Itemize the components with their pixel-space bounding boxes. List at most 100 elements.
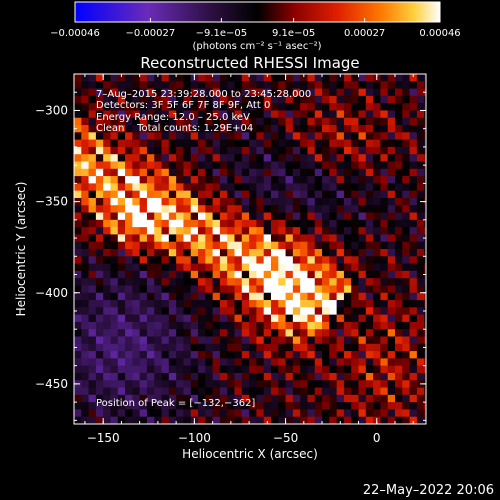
heatmap-cell (270, 285, 279, 294)
heatmap-cell (351, 241, 360, 250)
heatmap-cell (205, 81, 214, 90)
heatmap-cell (161, 139, 170, 148)
heatmap-cell (256, 300, 265, 308)
heatmap-cell (74, 394, 82, 403)
heatmap-cell (358, 212, 367, 221)
heatmap-cell (241, 285, 250, 294)
heatmap-cell (424, 256, 426, 265)
heatmap-cell (205, 190, 214, 199)
heatmap-cell (81, 168, 90, 177)
heatmap-cell (154, 365, 163, 374)
heatmap-cell (300, 146, 309, 155)
heatmap-cell (146, 117, 155, 126)
heatmap-cell (263, 125, 272, 133)
heatmap-cell (409, 285, 418, 294)
heatmap-cell (263, 110, 272, 119)
heatmap-cell (358, 351, 367, 359)
heatmap-cell (81, 139, 90, 148)
heatmap-cell (285, 263, 294, 272)
heatmap-cell (380, 146, 389, 155)
heatmap-cell (241, 409, 250, 418)
heatmap-cell (81, 234, 90, 243)
heatmap-cell (241, 321, 250, 330)
heatmap-cell (241, 314, 250, 323)
heatmap-cell (416, 263, 425, 272)
heatmap-cell (336, 81, 345, 90)
heatmap-cell (409, 146, 418, 155)
heatmap-cell (190, 249, 199, 257)
heatmap-cell (227, 372, 236, 381)
heatmap-cell (329, 394, 338, 403)
heatmap-cell (95, 307, 104, 316)
heatmap-cell (336, 212, 345, 221)
heatmap-cell (387, 278, 396, 287)
heatmap-cell (256, 387, 265, 396)
heatmap-cell (212, 358, 221, 367)
heatmap-cell (125, 321, 133, 330)
heatmap-cell (365, 110, 374, 119)
heatmap-cell (409, 161, 418, 170)
heatmap-cell (74, 146, 82, 155)
heatmap-cell (205, 329, 214, 338)
heatmap-cell (103, 402, 112, 411)
heatmap-cell (300, 74, 309, 82)
heatmap-cell (132, 336, 141, 345)
heatmap-cell (263, 103, 272, 112)
heatmap-cell (270, 372, 279, 381)
heatmap-cell (329, 249, 338, 257)
heatmap-cell (219, 256, 228, 265)
heatmap-cell (292, 372, 301, 381)
heatmap-cell (416, 81, 425, 90)
heatmap-cell (132, 285, 141, 294)
heatmap-cell (110, 176, 119, 184)
heatmap-cell (380, 270, 389, 279)
heatmap-cell (117, 139, 126, 148)
heatmap-cell (292, 336, 301, 345)
heatmap-cell (380, 241, 389, 250)
heatmap-cell (74, 125, 82, 133)
heatmap-cell (212, 387, 221, 396)
heatmap-cell (373, 394, 382, 403)
heatmap-cell (219, 190, 228, 199)
heatmap-cell (95, 190, 104, 199)
heatmap-cell (161, 205, 170, 214)
heatmap-cell (307, 329, 316, 338)
heatmap-cell (205, 183, 214, 192)
heatmap-cell (285, 176, 294, 184)
heatmap-cell (278, 81, 287, 90)
heatmap-cell (402, 387, 411, 396)
heatmap-cell (103, 234, 112, 243)
heatmap-cell (198, 263, 206, 272)
heatmap-cell (424, 74, 426, 82)
heatmap-cell (394, 263, 403, 272)
heatmap-cell (278, 227, 287, 236)
heatmap-cell (212, 110, 221, 119)
heatmap-cell (234, 351, 243, 359)
heatmap-cell (278, 168, 287, 177)
heatmap-cell (394, 81, 403, 90)
heatmap-cell (365, 263, 374, 272)
heatmap-cell (219, 132, 228, 141)
heatmap-cell (154, 168, 163, 177)
heatmap-cell (154, 394, 163, 403)
heatmap-cell (241, 176, 250, 184)
heatmap-cell (380, 249, 389, 257)
heatmap-cell (351, 300, 360, 308)
heatmap-cell (292, 351, 301, 359)
heatmap-cell (402, 146, 411, 155)
heatmap-cell (256, 168, 265, 177)
heatmap-cell (88, 270, 97, 279)
heatmap-cell (329, 343, 338, 352)
heatmap-cell (241, 365, 250, 374)
heatmap-cell (249, 365, 257, 374)
heatmap-cell (125, 292, 133, 301)
heatmap-cell (322, 343, 330, 352)
heatmap-cell (409, 95, 418, 104)
heatmap-cell (416, 256, 425, 265)
heatmap-cell (168, 234, 177, 243)
heatmap-cell (234, 132, 243, 141)
heatmap-cell (95, 292, 104, 301)
heatmap-cell (154, 146, 163, 155)
heatmap-cell (117, 321, 126, 330)
heatmap-cell (81, 212, 90, 221)
